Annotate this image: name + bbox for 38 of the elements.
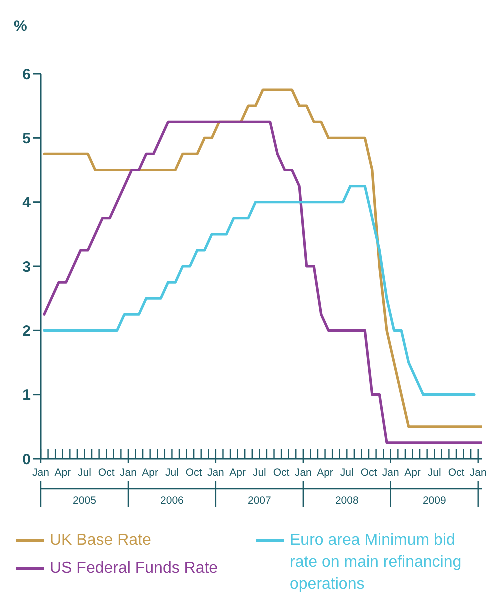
x-tick-label: Jan [32, 467, 50, 479]
x-tick-label: Jan [207, 467, 225, 479]
y-tick-label: 3 [22, 258, 31, 276]
y-tick-label: 0 [22, 451, 31, 468]
text: 2006 [160, 495, 184, 507]
y-tick-label: 1 [22, 387, 31, 404]
x-tick-label: Jan [470, 467, 486, 479]
y-tick-label: 4 [22, 194, 32, 212]
x-tick-label: Jan [382, 467, 400, 479]
legend-label: US Federal Funds Rate [50, 559, 218, 579]
y-tick-label: 5 [22, 130, 31, 148]
x-tick-label: Apr [317, 467, 334, 479]
legend-label: Euro area Minimum bid rate on main refinancing operations [290, 531, 463, 595]
x-tick-label: Oct [186, 467, 202, 479]
x-tick-label: Oct [273, 467, 290, 479]
text: 2008 [335, 495, 359, 507]
x-tick-label: Apr [142, 467, 160, 479]
x-tick-label: Oct [360, 467, 378, 479]
text: 2007 [248, 495, 272, 507]
x-tick-label: Apr [54, 467, 72, 479]
legend-label: UK Base Rate [50, 531, 152, 551]
text: 2005 [73, 495, 97, 507]
y-tick-label: 2 [22, 322, 31, 340]
y-tick-label: 6 [22, 66, 31, 84]
x-tick-label: Jan [120, 467, 138, 479]
x-tick-label: Apr [404, 467, 422, 479]
x-tick-label: Oct [448, 467, 465, 479]
x-tick-label: Jan [294, 467, 312, 479]
y-axis-title: % [14, 18, 28, 35]
x-tick-label: Jul [340, 467, 354, 479]
x-tick-label: Jul [78, 467, 92, 479]
x-tick-label: Oct [98, 467, 115, 479]
x-tick-label: Jul [165, 467, 179, 479]
x-tick-label: Apr [230, 467, 246, 479]
x-tick-label: Jul [252, 467, 266, 479]
line-series [43, 184, 476, 396]
x-tick-label: Jul [428, 467, 442, 479]
text: 2009 [422, 495, 446, 507]
